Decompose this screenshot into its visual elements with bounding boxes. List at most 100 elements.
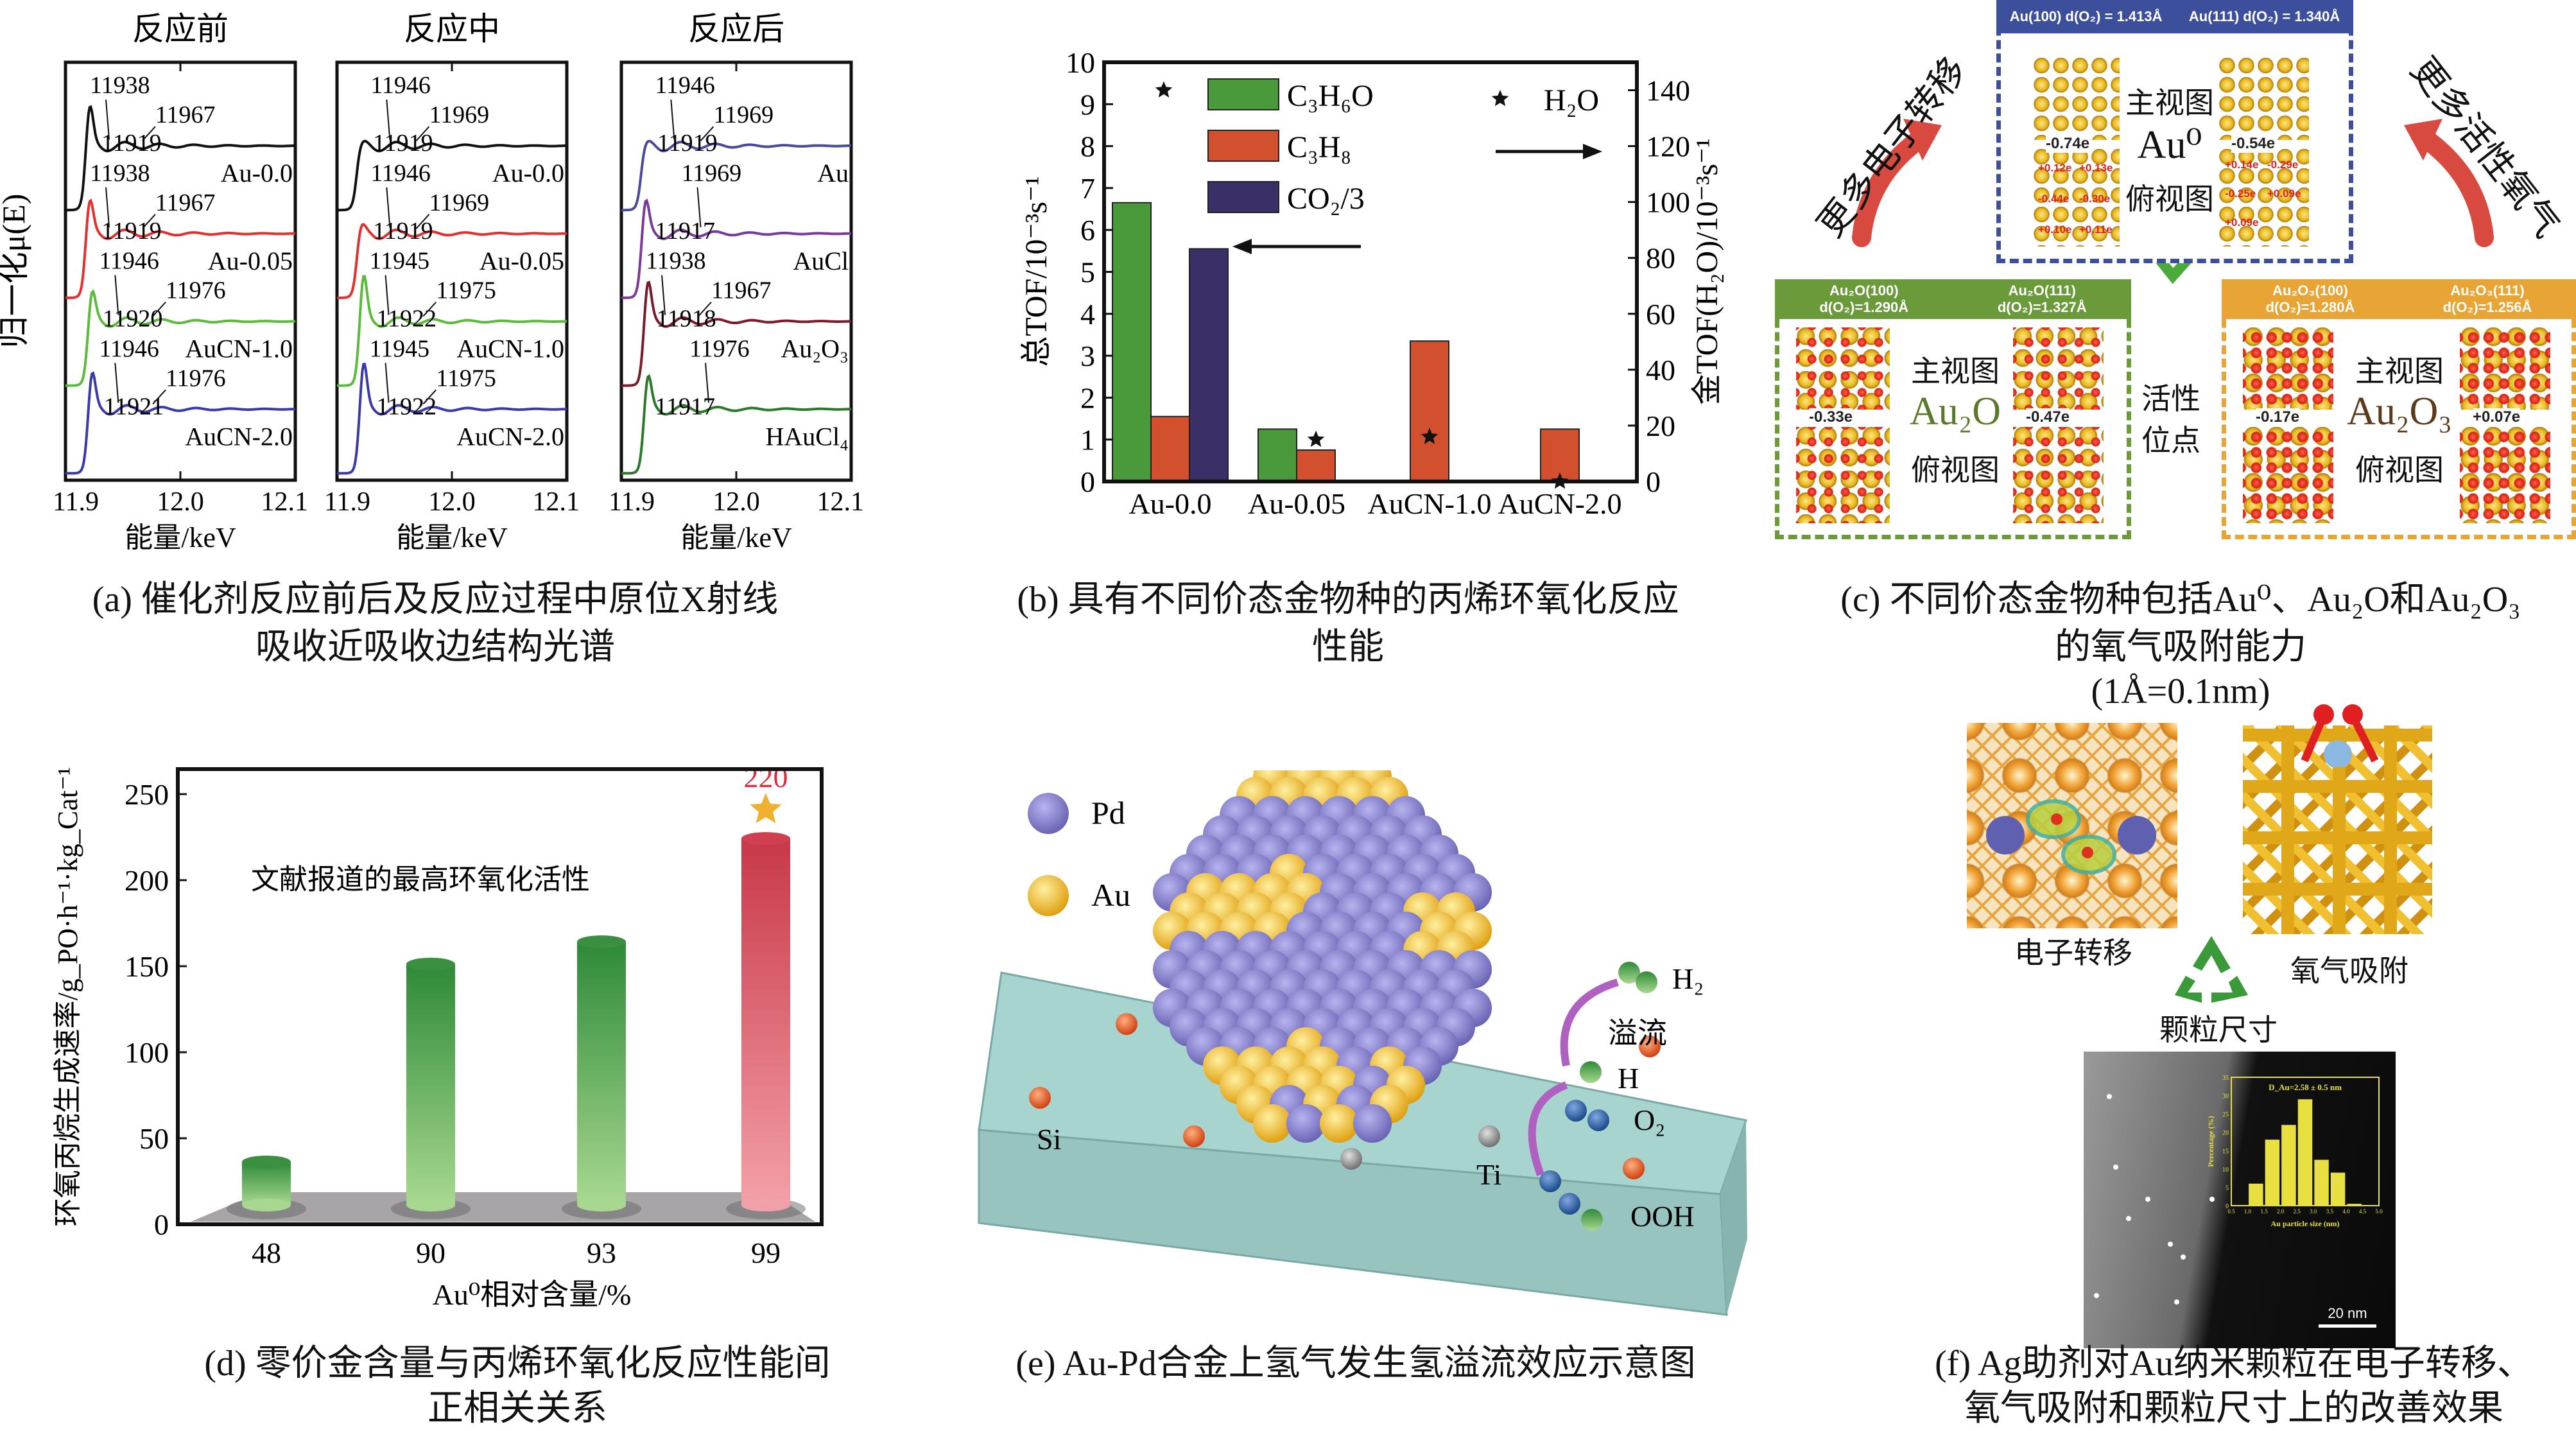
- legend-swatch: [1207, 78, 1279, 110]
- peak-annotation: 11976: [689, 335, 750, 362]
- ooh-label: OOH: [1630, 1200, 1695, 1233]
- annotation-arrow: [385, 363, 390, 403]
- peak-annotation: 11917: [655, 218, 715, 245]
- arrow-head-icon: [1232, 239, 1252, 254]
- peak-annotation: 11946: [99, 248, 159, 275]
- hist-y-tick-label: 30: [2222, 1093, 2229, 1100]
- bar: [1410, 340, 1449, 482]
- oxygen-atom: [1587, 1109, 1609, 1131]
- hist-bar: [2281, 1125, 2296, 1206]
- x-tick-label: Au-0.05: [1248, 487, 1345, 520]
- peak-annotation: 11946: [655, 72, 715, 99]
- hist-y-tick-label: 10: [2222, 1166, 2229, 1174]
- cylinder-bottom: [577, 1199, 626, 1211]
- annotation-arrow: [415, 126, 430, 141]
- cylinder-top: [406, 957, 455, 971]
- pd-atom: [1353, 1104, 1392, 1143]
- y-axis-label: 归一化μ(E): [0, 194, 31, 349]
- hist-bar: [2347, 1204, 2362, 1206]
- top-view-structure-image: [2218, 149, 2309, 247]
- chart-floor: [191, 1192, 815, 1222]
- annotation-arrow: [385, 275, 390, 315]
- scale-bar-label: 20 nm: [2328, 1305, 2367, 1321]
- annotation-arrow: [705, 363, 710, 403]
- y-tick-label: 0: [154, 1208, 169, 1241]
- ti-atom: [1340, 1148, 1362, 1170]
- top-view-charge-label: +0.13e: [2079, 162, 2113, 174]
- x-tick-label: 11.9: [53, 487, 99, 517]
- particle-size-histogram: 0 5 10 15 20 25 30 35 0.5 1.0 1.5 2.0 2.5 3.0 3.5 4.0 4.…: [2094, 1075, 2383, 1305]
- curve-label: Au₂O₃: [781, 334, 849, 363]
- curve-label: AuCN-2.0: [185, 422, 293, 451]
- xanes-curve: [621, 281, 852, 387]
- hist-bar: [2249, 1183, 2263, 1206]
- y-tick-label: 9: [1080, 88, 1095, 121]
- peak-annotation: 11938: [90, 160, 150, 187]
- highlight-star-icon: [750, 793, 782, 824]
- charge-label: +0.07e: [2473, 408, 2521, 426]
- cylinder-bottom: [242, 1199, 291, 1211]
- surface-header-label: Au₂O(100) d(O₂)=1.290Å: [1819, 282, 1909, 315]
- y-tick-label: 3: [1080, 340, 1095, 372]
- x-axis-label: Au⁰相对含量/%: [433, 1278, 632, 1311]
- hist-bar: [2330, 1172, 2346, 1206]
- y2-tick-label: 80: [1646, 242, 1675, 275]
- curve-label: AuCN-1.0: [456, 334, 564, 363]
- subplot-title: 反应中: [404, 11, 500, 47]
- au-nanoparticle-dot: [2107, 1094, 2112, 1099]
- xanes-curve: [65, 289, 296, 387]
- au-nanoparticle-dot: [2094, 1293, 2099, 1298]
- front-view-structure-image: [2460, 327, 2550, 410]
- peak-annotation: 11975: [436, 365, 496, 392]
- annotation-arrow: [422, 389, 437, 405]
- top-view-charge-label: -0.30e: [2079, 193, 2111, 205]
- annotation-arrow: [422, 301, 437, 317]
- xanes-curve: [337, 275, 567, 387]
- y2-tick-label: 140: [1646, 74, 1690, 107]
- curved-arrow-left-icon: [1852, 125, 1935, 247]
- xanes-curve: [65, 105, 295, 212]
- oxygen-atom: [1565, 1100, 1587, 1122]
- peak-annotation: 11919: [101, 130, 162, 157]
- annotation-arrow: [670, 100, 675, 140]
- o2-molecule-icon: [2301, 704, 2379, 767]
- spillover-label: 溢流: [1608, 1017, 1667, 1050]
- xanes-curve: [65, 198, 296, 299]
- pd-legend-icon: [1028, 793, 1069, 834]
- si-atom: [1639, 1036, 1661, 1057]
- peak-annotation: 11946: [370, 72, 431, 99]
- hist-x-tick-label: 5.0: [2375, 1208, 2383, 1215]
- caption-c-line2: 的氧气吸附能力: [2055, 627, 2306, 667]
- tof-bar-chart: Au-0.0 Au-0.05 AuCN-1.0 AuCN-2.0 0 1 2 3 4 5 6 7 8 9 1…: [1019, 46, 1724, 520]
- active-site-label-2: 位点: [2141, 424, 2200, 457]
- x-tick-label: 11.9: [609, 487, 655, 517]
- y-tick-label: 200: [125, 864, 169, 897]
- hist-y-tick-label: 0: [2226, 1203, 2229, 1210]
- y-tick-label: 10: [1066, 46, 1095, 79]
- subplot-title: 反应后: [688, 11, 784, 47]
- peak-annotation: 11919: [101, 218, 162, 245]
- caption-e: (e) Au-Pd合金上氢气发生氢溢流效应示意图: [1016, 1344, 1696, 1383]
- hydrogen-atom: [1618, 962, 1640, 984]
- peak-annotation: 11969: [429, 101, 490, 128]
- annotation-arrow: [698, 301, 712, 317]
- hist-bar: [2297, 1099, 2313, 1206]
- peak-annotation: 11919: [373, 218, 433, 245]
- y-axis-label: 总TOF/10⁻³s⁻¹: [1019, 176, 1053, 367]
- bar: [1150, 415, 1190, 482]
- hist-x-tick-label: 3.5: [2326, 1208, 2334, 1215]
- top-view-charge-label: -0.44e: [2038, 193, 2070, 205]
- hist-x-tick-label: 4.5: [2359, 1208, 2367, 1215]
- peak-annotation: 11945: [370, 248, 430, 275]
- front-view-structure-image: [2013, 327, 2104, 410]
- peak-annotation: 11967: [711, 277, 772, 304]
- charge-density-overlay: [1986, 799, 2156, 874]
- top-view-charge-label: -0.25e: [2225, 187, 2256, 200]
- au-nanoparticle-dot: [2181, 1254, 2186, 1260]
- caption-a-line1: (a) 催化剂反应前后及反应过程中原位X射线: [92, 580, 779, 620]
- annotation-arrow: [114, 363, 119, 403]
- y-tick-label: 6: [1080, 214, 1095, 247]
- tem-image: 0 5 10 15 20 25 30 35 0.5 1.0 1.5 2.0 2.5 3.0 3.5 4.0 4.…: [2084, 1052, 2396, 1348]
- au2o3-header: Au₂O₃(100) d(O₂)=1.280Å Au₂O₃(111) d(O₂)=…: [2222, 279, 2576, 319]
